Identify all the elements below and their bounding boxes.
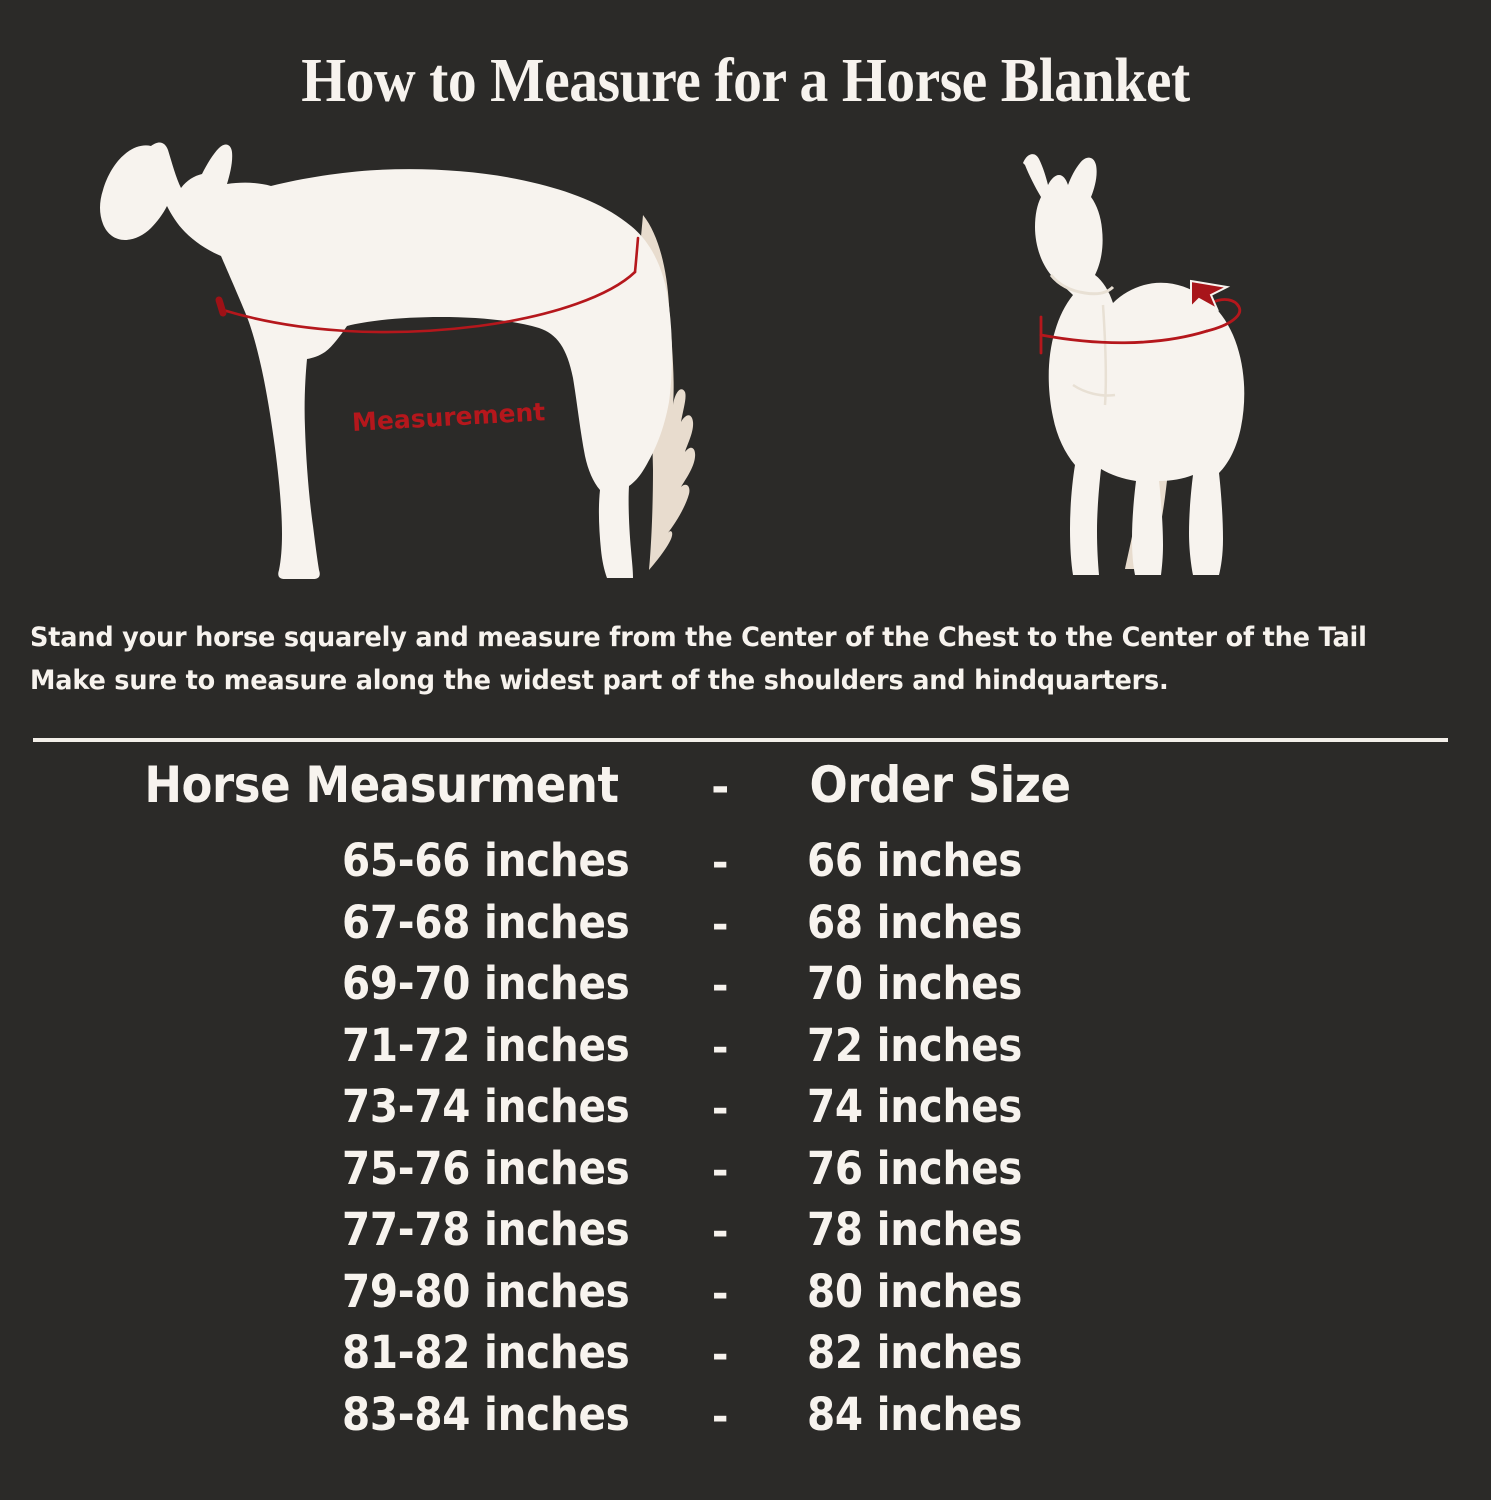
row-order-size: 70 inches [806, 957, 1023, 1010]
row-dash: - [711, 1086, 729, 1132]
illustration-area: Measurement [0, 130, 1491, 590]
measurement-line-rear [1039, 329, 1209, 345]
row-order-size: 84 inches [806, 1387, 1023, 1441]
horse-body-rear [1023, 154, 1245, 575]
instruction-line-2: Make sure to measure along the widest pa… [30, 665, 1169, 696]
measurement-end-tick [633, 236, 640, 274]
row-measurement: 67-68 inches [341, 895, 630, 949]
table-row: 81-82 inches - 82 inches [0, 1326, 1491, 1388]
row-order-size: 72 inches [806, 1018, 1023, 1072]
horse-rear-view-icon [1023, 154, 1245, 575]
measurement-start-tick [215, 296, 227, 317]
row-dash: - [711, 1332, 729, 1378]
measurement-wrap-curve [1205, 298, 1242, 333]
table-row: 67-68 inches - 68 inches [0, 896, 1491, 958]
table-row: 83-84 inches - 84 inches [0, 1388, 1491, 1450]
header-order-size: Order Size [809, 756, 1072, 814]
row-dash: - [711, 1393, 729, 1440]
page-title: How to Measure for a Horse Blanket [301, 47, 1190, 115]
row-measurement: 69-70 inches [341, 957, 630, 1010]
measurement-arrow-head [1190, 279, 1231, 312]
row-dash: - [711, 1147, 729, 1194]
row-dash: - [711, 1270, 729, 1317]
table-row: 73-74 inches - 74 inches [0, 1080, 1491, 1142]
table-row: 79-80 inches - 80 inches [0, 1265, 1491, 1327]
row-dash: - [711, 840, 729, 886]
measurement-line [221, 270, 637, 334]
horse-shading-neck [1049, 274, 1115, 296]
row-measurement: 77-78 inches [341, 1203, 630, 1256]
row-order-size: 82 inches [806, 1326, 1023, 1379]
section-divider [33, 738, 1448, 742]
row-order-size: 76 inches [806, 1141, 1023, 1195]
row-measurement: 79-80 inches [341, 1264, 630, 1318]
row-measurement: 65-66 inches [341, 834, 630, 887]
row-order-size: 80 inches [806, 1264, 1023, 1318]
header-measurement: Horse Measurment [144, 756, 619, 814]
table-row: 69-70 inches - 70 inches [0, 957, 1491, 1019]
table-row: 77-78 inches - 78 inches [0, 1203, 1491, 1265]
header-dash: - [711, 762, 729, 813]
row-order-size: 78 inches [806, 1203, 1023, 1256]
row-measurement: 75-76 inches [341, 1141, 630, 1195]
row-measurement: 73-74 inches [341, 1080, 630, 1133]
row-dash: - [711, 963, 729, 1009]
row-order-size: 74 inches [806, 1080, 1023, 1133]
table-row: 75-76 inches - 76 inches [0, 1142, 1491, 1204]
row-dash: - [711, 1024, 729, 1071]
row-dash: - [711, 901, 729, 948]
table-row: 65-66 inches - 66 inches [0, 834, 1491, 896]
table-header-row: Horse Measurment - Order Size [0, 756, 1491, 834]
row-measurement: 83-84 inches [341, 1387, 630, 1441]
table-row: 71-72 inches - 72 inches [0, 1019, 1491, 1081]
size-chart-table: Horse Measurment - Order Size 65-66 inch… [0, 756, 1491, 1449]
row-order-size: 66 inches [806, 834, 1023, 887]
horse-shading-chest [1072, 383, 1116, 397]
measuring-instructions: Stand your horse squarely and measure fr… [30, 616, 1410, 702]
row-measurement: 81-82 inches [341, 1326, 630, 1379]
instruction-line-1: Stand your horse squarely and measure fr… [30, 622, 1367, 653]
row-measurement: 71-72 inches [341, 1018, 630, 1072]
horse-body-side [100, 142, 672, 579]
horse-side-view-icon [100, 142, 696, 579]
row-order-size: 68 inches [806, 895, 1023, 949]
table-body: 65-66 inches - 66 inches 67-68 inches - 68 in… [0, 834, 1491, 1449]
row-dash: - [711, 1209, 729, 1255]
